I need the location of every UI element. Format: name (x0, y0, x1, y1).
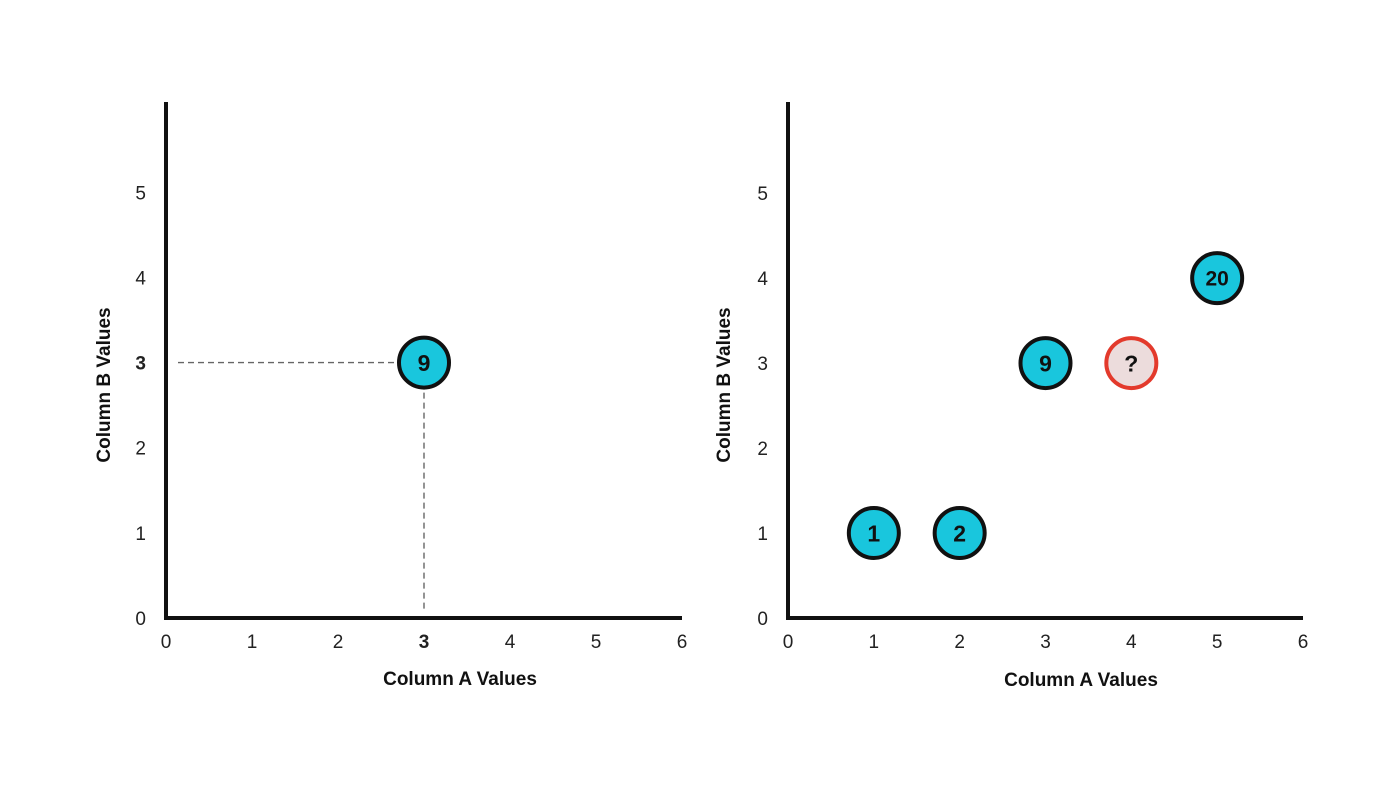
right-y-tick-label: 3 (757, 354, 768, 375)
right-x-tick-label: 5 (1212, 632, 1223, 653)
right-y-tick-label: 1 (757, 524, 768, 545)
right-x-axis-title: Column A Values (1004, 670, 1158, 691)
right-data-point (1190, 251, 1245, 306)
right-x-tick-label: 4 (1126, 632, 1137, 653)
right-y-tick-label: 4 (757, 269, 768, 290)
right-x-tick-label: 2 (954, 632, 965, 653)
left-y-tick-label: 2 (135, 439, 146, 460)
right-data-point (1018, 336, 1073, 391)
right-chart: Column A Values Column B Values 0 1 2 3 4 5 6 0… (714, 102, 1308, 691)
right-data-point (932, 506, 987, 561)
right-x-tick-label: 3 (1040, 632, 1051, 653)
left-y-tick-label: 0 (135, 609, 146, 630)
left-data-point (397, 335, 451, 390)
right-unknown-point (1104, 336, 1159, 391)
right-data-point (846, 506, 901, 561)
right-y-tick-label: 5 (757, 184, 768, 205)
right-x-tick-label: 6 (1298, 632, 1309, 653)
right-point-label: ? (1124, 350, 1138, 376)
left-x-tick-label: 1 (247, 632, 258, 653)
right-x-tick-label: 0 (783, 632, 794, 653)
left-point-label: 9 (418, 350, 431, 376)
left-x-axis-title: Column A Values (383, 669, 537, 690)
left-x-tick-label: 4 (505, 632, 516, 653)
left-chart: Column A Values Column B Values 0 1 2 3 4 5 6 0… (94, 102, 687, 690)
right-point-label: 1 (867, 520, 880, 546)
left-y-axis-title: Column B Values (94, 307, 115, 462)
right-point-label: 2 (953, 520, 966, 546)
left-y-tick-label: 5 (135, 183, 146, 204)
right-point-label: 9 (1039, 350, 1052, 376)
right-y-tick-label: 0 (757, 609, 768, 630)
left-y-tick-label: 1 (135, 524, 146, 545)
left-x-tick-label: 6 (677, 632, 688, 653)
right-x-tick-label: 1 (869, 632, 880, 653)
left-y-tick-label: 3 (135, 354, 146, 375)
left-x-tick-label: 5 (591, 632, 602, 653)
left-x-tick-label: 2 (333, 632, 344, 653)
right-point-label: 20 (1205, 268, 1228, 291)
left-y-tick-label: 4 (135, 268, 146, 289)
right-y-axis-title: Column B Values (714, 307, 735, 462)
left-x-tick-label: 0 (161, 632, 172, 653)
left-x-tick-label: 3 (419, 632, 430, 653)
right-y-tick-label: 2 (757, 439, 768, 460)
